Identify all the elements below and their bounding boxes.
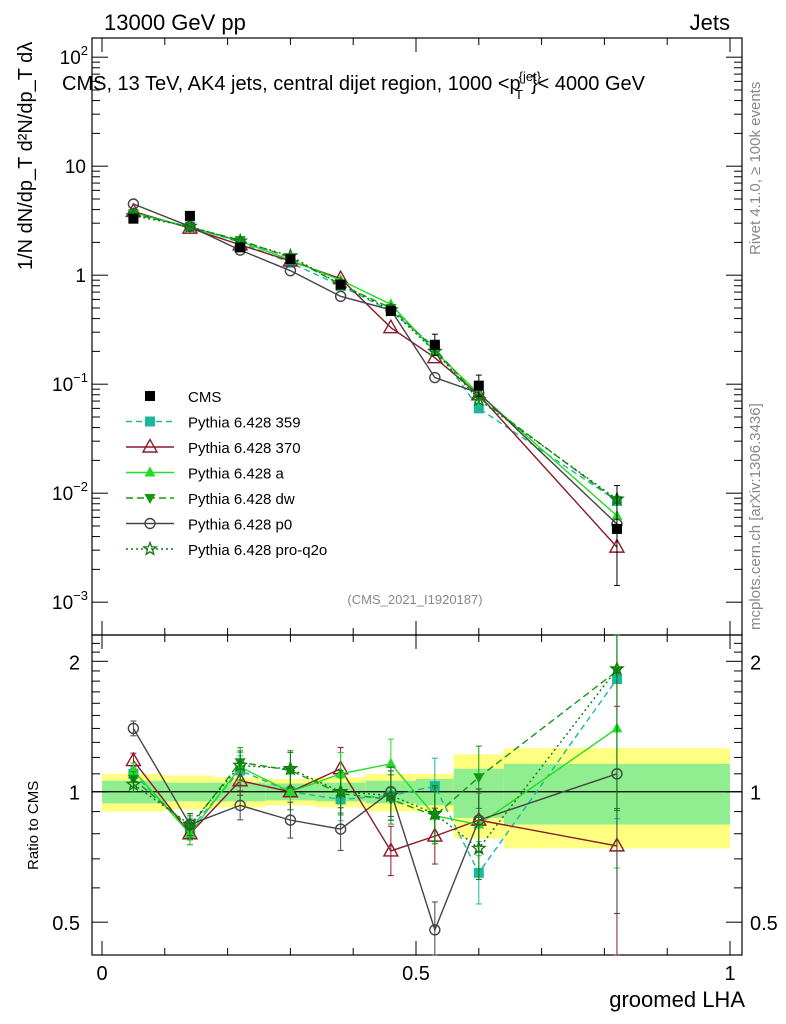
- ratio-series-marker: [426, 805, 443, 821]
- legend-label: Pythia 6.428 pro-q2o: [188, 542, 327, 559]
- ratio-series-marker: [470, 840, 487, 856]
- legend-label: Pythia 6.428 359: [188, 415, 301, 432]
- subtitle-end: }< 4000 GeV: [531, 73, 646, 95]
- data-point-cms: [335, 279, 346, 290]
- ratio-series-marker: [382, 842, 400, 857]
- legend-marker: [141, 438, 159, 453]
- y-axis-label-main: 1/N dN/dp_T d²N/dp_T dλ: [15, 42, 37, 270]
- subtitle-super: {jet}: [519, 69, 542, 84]
- y-tick-label-main: 10−3: [52, 588, 88, 614]
- y-tick-label-main: 102: [60, 43, 88, 69]
- header-left: 13000 GeV pp: [104, 10, 246, 35]
- data-point-cms: [385, 305, 396, 316]
- y-tick-label-ratio: 2: [69, 652, 80, 674]
- header-right: Jets: [690, 10, 730, 35]
- data-point-cms: [611, 523, 622, 534]
- x-axis-label: groomed LHA: [609, 987, 745, 1012]
- data-point-cms: [285, 254, 296, 265]
- y-tick-label-ratio-right: 2: [750, 652, 761, 674]
- ratio-series-marker: [234, 799, 246, 812]
- ratio-series-marker: [282, 760, 299, 776]
- x-tick-label: 1: [724, 963, 735, 985]
- legend-marker: [142, 540, 158, 556]
- plot-subtitle: CMS, 13 TeV, AK4 jets, central dijet reg…: [62, 69, 646, 102]
- ratio-series-marker: [382, 787, 399, 803]
- y-tick-label-ratio-right: 1: [750, 783, 761, 805]
- data-point-cms: [429, 339, 440, 350]
- legend-label-cms: CMS: [188, 389, 221, 406]
- ratio-series-marker: [127, 722, 140, 735]
- main-series-line: [133, 212, 618, 502]
- ratio-series-marker: [334, 823, 347, 835]
- main-series-marker: [470, 391, 487, 407]
- analysis-watermark: (CMS_2021_I1920187): [347, 592, 482, 607]
- ratio-series-marker: [473, 773, 485, 784]
- legend-label: Pythia 6.428 dw: [188, 491, 295, 508]
- main-series-line: [133, 203, 618, 525]
- legend-label: Pythia 6.428 a: [188, 466, 285, 483]
- ratio-series-marker: [231, 771, 249, 787]
- ratio-series-marker: [125, 776, 142, 792]
- x-tick-label: 0: [96, 963, 107, 985]
- ratio-series-marker: [385, 757, 397, 768]
- chart-dynamic-layer: 0 0.5 1 102 10 1 10−1 10−2 10−3 2 1 0.5 2 1 0.5 CMS Pyth…: [52, 37, 778, 985]
- legend-label: Pythia 6.428 p0: [188, 517, 292, 534]
- ratio-series-marker: [232, 757, 249, 773]
- main-series-marker: [473, 403, 484, 414]
- data-point-cms: [184, 210, 195, 221]
- ratio-series-line: [132, 668, 618, 850]
- legend-marker: [144, 517, 156, 530]
- ratio-series-marker: [284, 785, 296, 796]
- main-series-marker: [429, 371, 441, 384]
- ratio-plot-frame: [91, 634, 743, 956]
- y-tick-label-ratio-right: 0.5: [750, 913, 778, 935]
- x-tick-label: 0.5: [402, 963, 430, 985]
- y-tick-label-main: 10−2: [52, 479, 88, 505]
- y-tick-label-main: 1: [75, 266, 86, 287]
- y-axis-label-ratio: Ratio to CMS: [25, 781, 42, 870]
- data-point-cms: [128, 213, 139, 224]
- legend-marker-cms: [145, 391, 155, 401]
- side-label-mcplots: mcplots.cern.ch [arXiv:1306.3436]: [747, 403, 764, 630]
- legend-marker: [144, 494, 156, 504]
- main-series-marker: [382, 318, 400, 334]
- y-tick-label-ratio: 1: [69, 783, 80, 805]
- ratio-series-marker: [609, 660, 625, 676]
- y-tick-label-ratio: 0.5: [52, 913, 80, 935]
- legend-marker: [145, 416, 155, 427]
- y-tick-label-main: 10−1: [52, 370, 88, 396]
- subtitle-main: CMS, 13 TeV, AK4 jets, central dijet reg…: [62, 73, 521, 95]
- data-point-cms: [473, 380, 484, 391]
- ratio-series-marker: [284, 814, 297, 826]
- y-tick-label-main: 10: [65, 157, 86, 178]
- data-point-cms: [235, 242, 246, 253]
- ratio-series-marker: [332, 783, 349, 799]
- main-series-marker: [181, 218, 198, 234]
- side-label-rivet: Rivet 4.1.0, ≥ 100k events: [747, 82, 764, 255]
- ratio-series-marker: [429, 924, 441, 936]
- legend-label: Pythia 6.428 370: [188, 440, 301, 457]
- main-series-marker: [284, 264, 297, 277]
- subtitle-sub: T: [515, 87, 523, 102]
- ratio-series-line: [132, 670, 618, 828]
- ratio-series-marker: [181, 816, 198, 832]
- main-series-marker: [334, 290, 347, 303]
- main-series-line: [133, 213, 618, 502]
- legend-marker: [144, 466, 156, 477]
